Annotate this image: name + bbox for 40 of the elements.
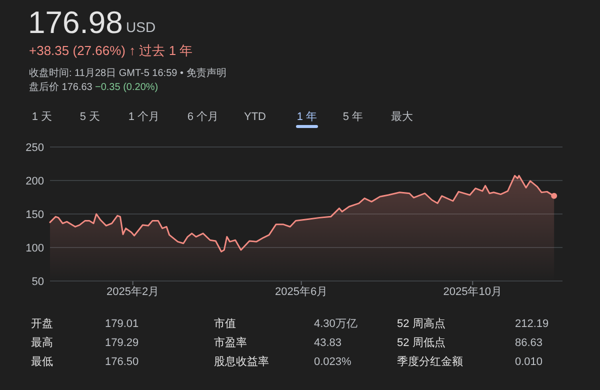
text: 最低 (31, 356, 53, 368)
text: 市值 (214, 317, 236, 330)
y-tick-label: 200 (26, 176, 44, 188)
text: 市盈率 (214, 336, 247, 349)
text: 6 个月 (187, 111, 219, 123)
text: 52 周高点 (397, 317, 446, 330)
text: 收盘时间: 11月28日 GMT-5 16:59 • 免责声明 (29, 67, 226, 79)
text: −0.35 (0.20%) (95, 82, 158, 93)
text: 股息收益率 (214, 355, 269, 368)
text: YTD (244, 111, 266, 123)
chart-title: 176.98 (28, 5, 123, 40)
text: 盘后价 176.63 (29, 81, 93, 93)
text: 最高 (31, 336, 53, 349)
text: 5 年 (342, 111, 364, 123)
text: 4.30万亿 (314, 318, 358, 330)
text: 最大 (391, 110, 413, 123)
text: 179.29 (105, 337, 139, 349)
y-tick-label: 100 (26, 242, 44, 254)
text: USD (126, 19, 156, 35)
y-tick-label: 50 (32, 276, 44, 288)
y-tick-label: 150 (26, 209, 44, 221)
x-tick-label: 2025年2月 (106, 286, 160, 298)
text: 52 周低点 (397, 336, 446, 349)
text: 开盘 (31, 318, 53, 330)
text: 179.01 (105, 318, 139, 330)
text: 43.83 (314, 337, 342, 349)
text: 1 天 (32, 111, 52, 123)
text: 5 天 (80, 111, 100, 123)
text: 0.023% (314, 356, 352, 368)
x-tick-label: 2025年10月 (443, 286, 502, 298)
text: +38.35 (27.66%) ↑ 过去 1 年 (29, 43, 193, 58)
text: 季度分红金额 (397, 355, 463, 368)
text: 212.19 (515, 318, 549, 330)
text: 1 个月 (128, 111, 160, 123)
y-tick-label: 250 (26, 142, 44, 154)
x-tick-label: 2025年6月 (275, 286, 328, 298)
text: 176.50 (105, 356, 139, 368)
text: 86.63 (515, 337, 543, 349)
text: 1 年 (296, 111, 318, 123)
text: 0.010 (515, 356, 543, 368)
